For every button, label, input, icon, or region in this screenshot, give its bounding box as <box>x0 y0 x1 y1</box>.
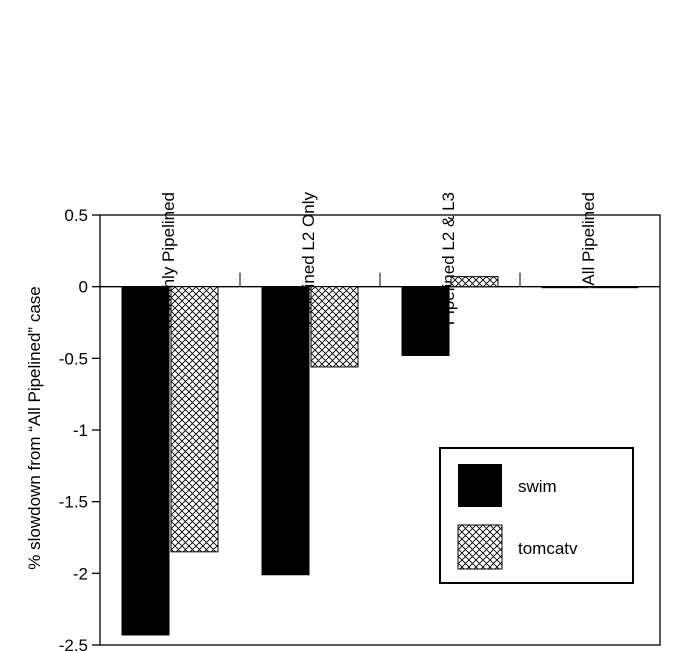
bar-tomcatv-3 <box>591 287 638 288</box>
legend-label-tomcatv: tomcatv <box>518 539 578 558</box>
bar-swim-1 <box>262 287 309 575</box>
bar-swim-2 <box>402 287 449 356</box>
y-tick-label: -1 <box>73 421 88 440</box>
y-axis-ticks: 0.5 0 -0.5 -1 -1.5 -2 -2.5 <box>59 206 100 651</box>
legend-swatch-tomcatv <box>458 525 502 569</box>
y-tick-label: -0.5 <box>59 349 88 368</box>
category-labels: Roughly Pipelined Pipelined L2 Only Pipeli… <box>159 192 598 330</box>
bar-swim-0 <box>122 287 169 635</box>
legend-label-swim: swim <box>518 477 557 496</box>
bar-tomcatv-1 <box>311 287 358 367</box>
y-tick-label: -2 <box>73 564 88 583</box>
y-tick-label: 0 <box>79 278 88 297</box>
legend-swatch-swim <box>458 464 502 507</box>
bar-tomcatv-0 <box>171 287 218 552</box>
y-tick-label: -1.5 <box>59 493 88 512</box>
legend: swim tomcatv <box>440 448 633 583</box>
bar-swim-3 <box>542 287 589 288</box>
y-tick-label: 0.5 <box>64 206 88 225</box>
y-axis-title: % slowdown from “All Pipelined” case <box>25 286 44 569</box>
bar-tomcatv-2 <box>451 277 498 287</box>
y-tick-label: -2.5 <box>59 636 88 651</box>
category-label: All Pipelined <box>579 192 598 286</box>
